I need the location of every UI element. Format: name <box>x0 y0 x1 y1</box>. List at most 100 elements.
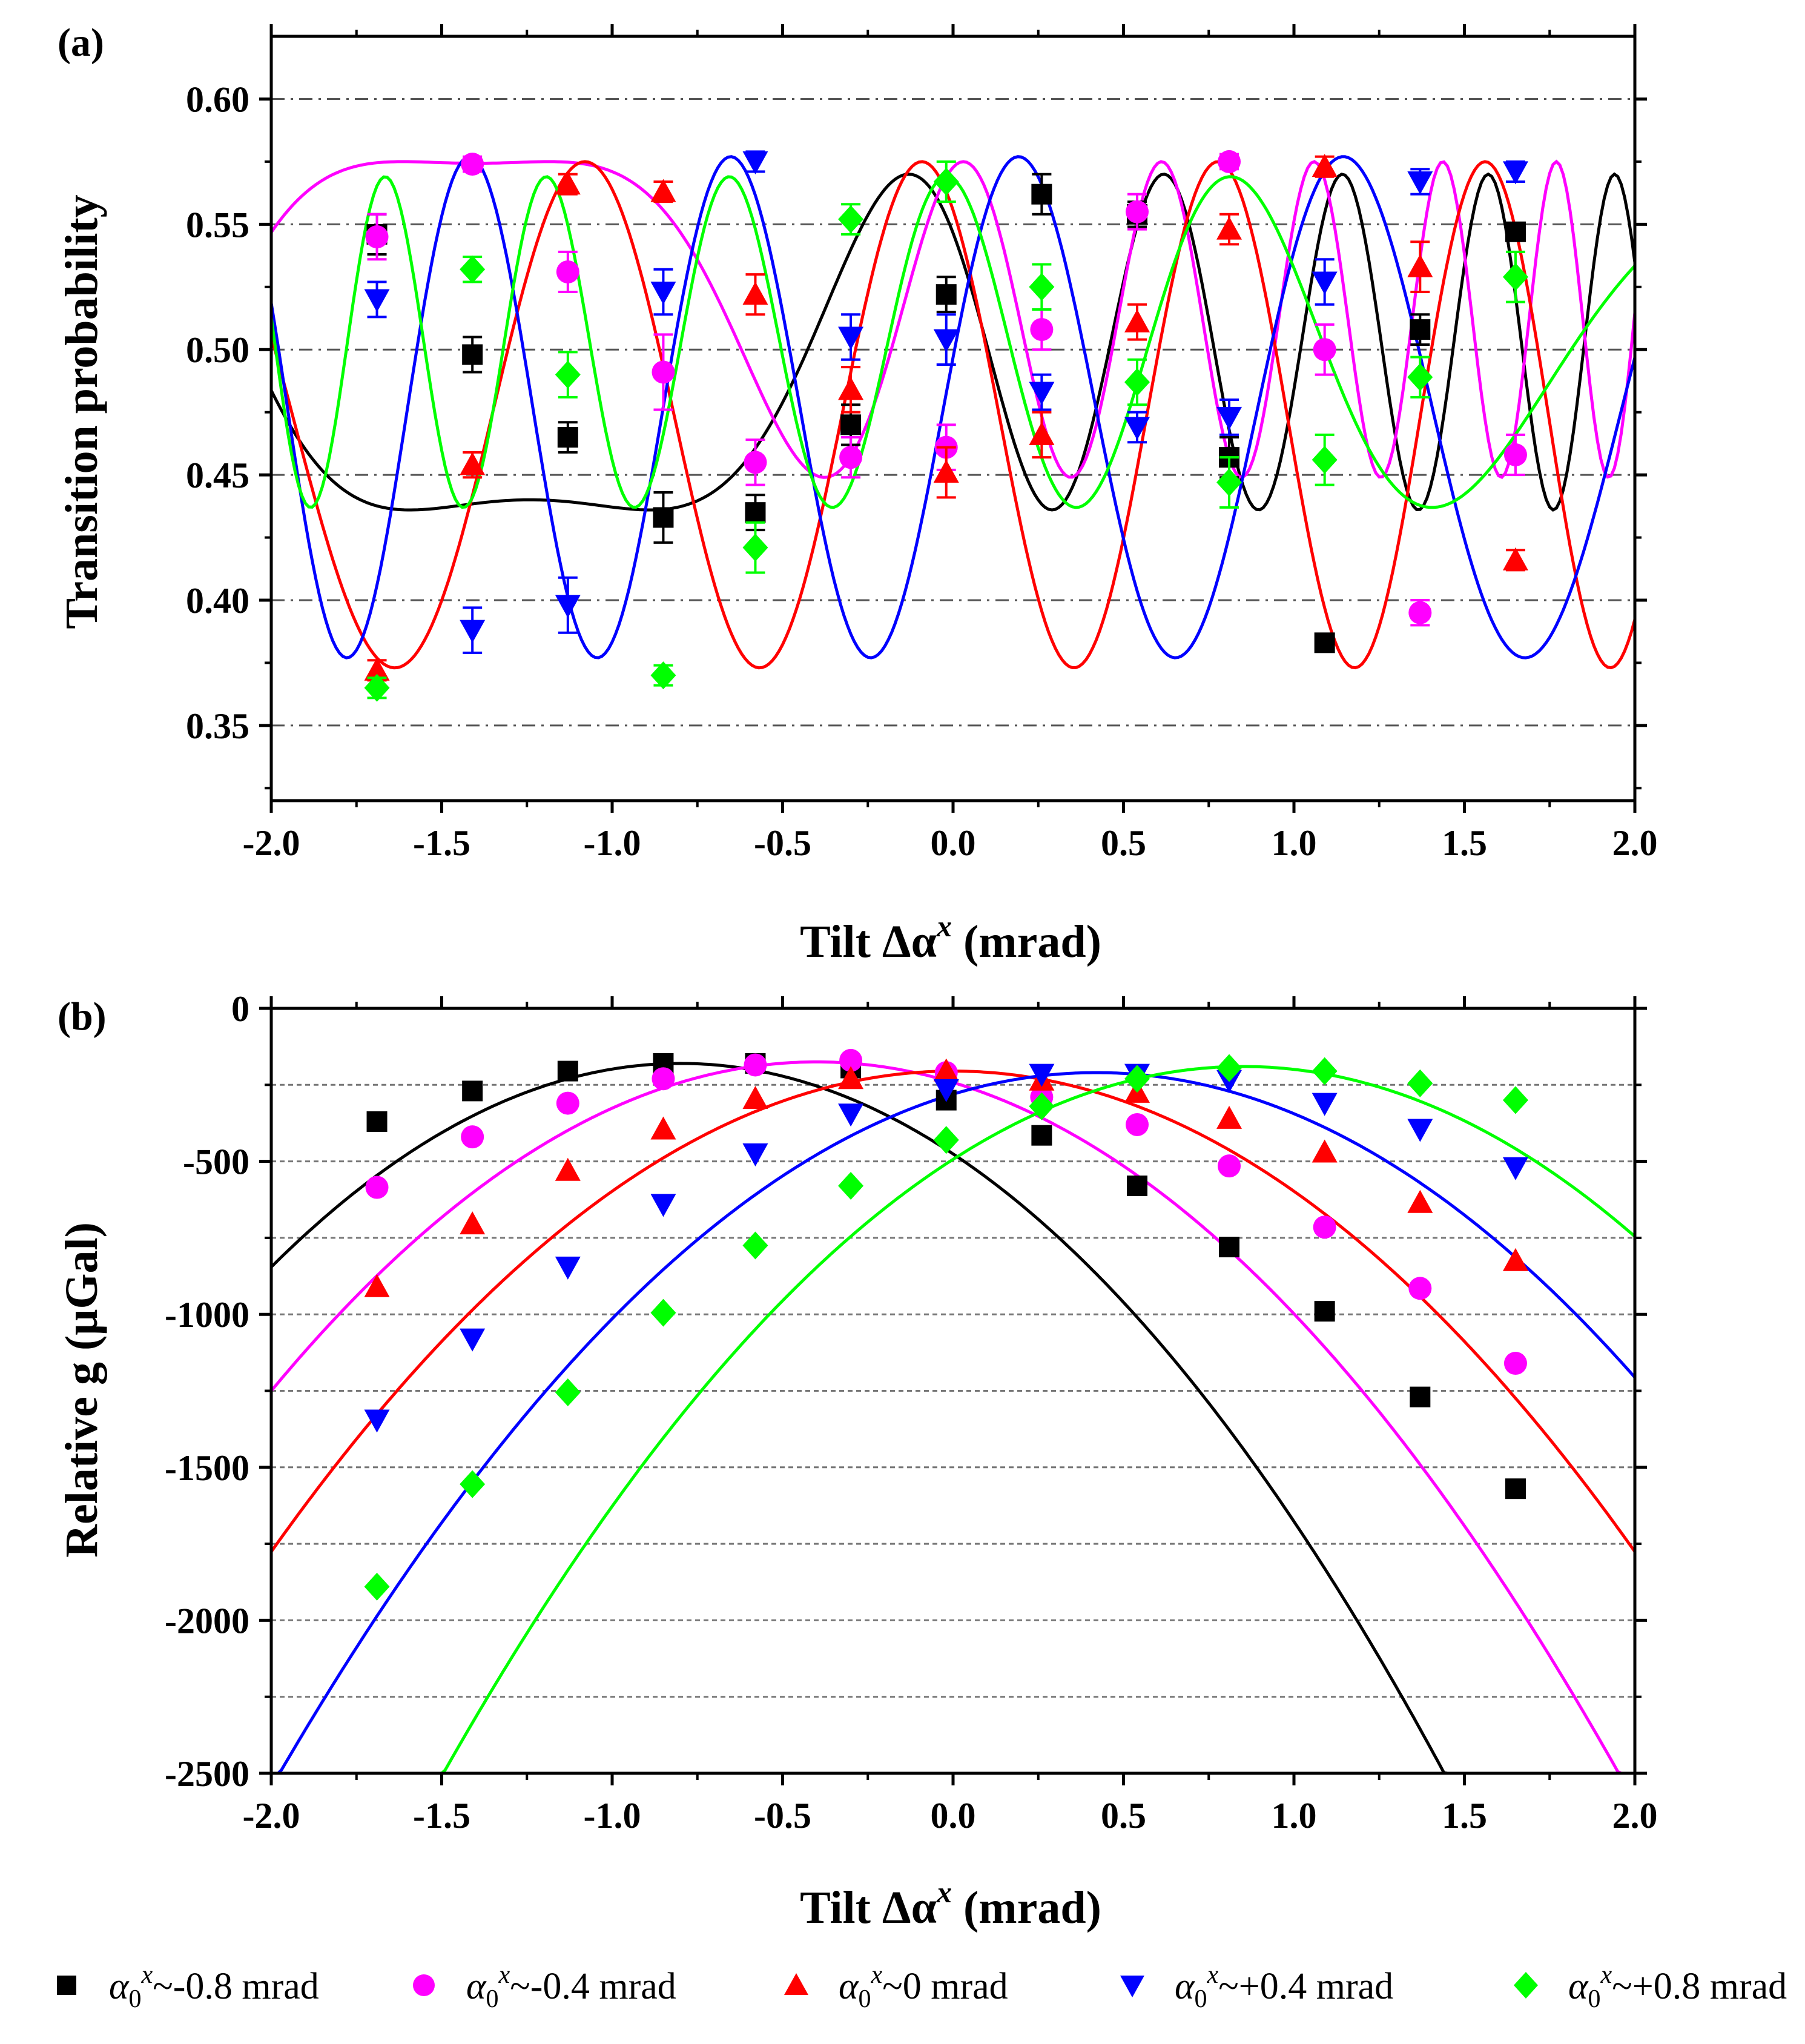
legend-entry-4: α0x~+0.4 mrad <box>1120 1961 1393 2013</box>
panel-a-data-point <box>1216 406 1242 430</box>
panel-a-data-point <box>1124 309 1150 332</box>
panel-a-data-point <box>838 326 864 350</box>
panel-a-x-tick-label: -0.5 <box>754 823 811 863</box>
panel-a-data-point <box>364 673 390 702</box>
legend-entry-3: α0x~0 mrad <box>784 1961 1008 2013</box>
panel-a-x-tick-label: -1.5 <box>413 823 470 863</box>
panel-a-data-point <box>462 344 483 365</box>
legend: α0x~-0.8 mrad α0x~-0.4 mrad α0x~0 mrad α0x~… <box>57 1961 1787 2013</box>
panel-a-x-axis-title-unit: (mrad) <box>952 916 1101 967</box>
panel-a-data-point <box>1407 254 1433 277</box>
panel-a-data-point <box>460 620 486 643</box>
panel-a-data-point <box>838 377 864 400</box>
panel-a-data-point <box>1030 318 1054 342</box>
panel-a-data-point <box>1502 547 1528 571</box>
legend-label-sup: x <box>141 1961 153 1989</box>
legend-label: α0x~+0.4 mrad <box>1175 1961 1393 2013</box>
panel-b-data-point <box>1407 1069 1433 1097</box>
panel-a-data-point <box>460 255 486 283</box>
panel-b-data-point <box>1502 1248 1528 1271</box>
panel-b-data-point <box>555 1378 581 1407</box>
panel-a-data-point <box>1407 171 1433 194</box>
panel-a-data-point <box>1124 417 1150 440</box>
panel-b-x-tick-label: -0.5 <box>754 1796 811 1836</box>
panel-a-fit-curve-4 <box>269 155 1637 660</box>
legend-label: α0x~-0.8 mrad <box>109 1961 319 2013</box>
panel-b-x-tick-label: 0.5 <box>1101 1796 1146 1836</box>
panel-b-x-tick-label: 1.0 <box>1272 1796 1317 1836</box>
legend-label-sup: x <box>1600 1961 1612 1989</box>
panel-b-data-point <box>1312 1139 1338 1163</box>
legend-label-text: ~+0.4 mrad <box>1218 1966 1393 2007</box>
panel-a-data-point <box>1505 221 1526 242</box>
panel-b-gridlines <box>271 1083 1635 1698</box>
legend-label-sub: 0 <box>1195 1985 1207 2013</box>
panel-a-x-tick-label: 1.0 <box>1272 823 1317 863</box>
legend-label-sub: 0 <box>1588 1985 1601 2013</box>
panel-b-data-point <box>1031 1125 1052 1146</box>
legend-label-sup: x <box>1207 1961 1219 1989</box>
panel-b-data-point <box>838 1066 864 1090</box>
panel-b-data-point <box>557 1060 578 1082</box>
panel-b-data-point <box>556 1091 579 1115</box>
panel-b-y-tick-label: -1000 <box>165 1295 249 1335</box>
panel-b-fit-curve-5 <box>271 1065 1636 1775</box>
panel-a-y-tick-label: 0.40 <box>186 581 249 621</box>
panel-a-y-axis-title: Transition probability <box>56 194 107 629</box>
legend-marker <box>1514 1972 1538 1999</box>
legend-entry-5: α0x~+0.8 mrad <box>1514 1961 1787 2013</box>
panel-b-data-point <box>838 1172 864 1200</box>
panel-a-data-point <box>933 459 959 483</box>
panel-a-x-tick-label: 0.0 <box>931 823 976 863</box>
panel-b-x-axis-title-unit: (mrad) <box>952 1882 1101 1933</box>
legend-marker <box>784 1973 808 1995</box>
panel-b-data-point <box>742 1086 768 1110</box>
legend-label-text: ~-0.4 mrad <box>510 1966 676 2007</box>
panel-a-data-points <box>364 150 1528 702</box>
legend-label-sub: 0 <box>859 1985 871 2013</box>
panel-b-data-point <box>1503 1352 1527 1375</box>
legend-label-symbol: α <box>109 1966 130 2007</box>
panel-b-y-tick-label: 0 <box>231 989 249 1029</box>
legend-label-symbol: α <box>1175 1966 1195 2007</box>
panel-a-data-point <box>935 284 957 305</box>
legend-label-sub: 0 <box>486 1985 499 2013</box>
panel-b-x-tick-label: 0.0 <box>931 1796 976 1836</box>
legend-marker <box>57 1976 76 1995</box>
panel-a-data-point <box>1216 216 1242 240</box>
legend-label: α0x~0 mrad <box>839 1961 1008 2013</box>
panel-b-series-4 <box>364 1063 1528 1433</box>
legend-label-text: ~+0.8 mrad <box>1612 1966 1787 2007</box>
panel-b-data-point <box>1216 1105 1242 1129</box>
panel-b-y-tick-label: -2000 <box>165 1601 249 1641</box>
panel-b-data-point <box>1124 1065 1150 1093</box>
panel-a-data-point <box>1407 363 1433 391</box>
panel-a-data-point <box>650 179 676 202</box>
panel-b-data-point <box>1312 1093 1338 1116</box>
panel-a-x-axis-title: Tilt Δαx (mrad) <box>800 909 1101 967</box>
panel-a-data-point <box>460 452 486 475</box>
panel-b-data-point <box>1127 1176 1148 1197</box>
panel-b-data-point <box>1029 1063 1055 1087</box>
panel-a-data-point <box>1126 200 1149 223</box>
panel-a-x-tick-label: -1.0 <box>584 823 641 863</box>
panel-b-x-axis-title: Tilt Δαx (mrad) <box>800 1875 1101 1933</box>
panel-b-data-points <box>364 1048 1528 1601</box>
panel-a-data-point <box>838 205 864 234</box>
panel-a-data-point <box>555 595 581 618</box>
panel-b-data-point <box>462 1080 483 1102</box>
panel-b-y-axis-title: Relative g (μGal) <box>56 1222 107 1558</box>
panel-a-x-tick-label: -2.0 <box>243 823 300 863</box>
panel-b-data-point <box>744 1053 767 1077</box>
legend-entry-2: α0x~-0.4 mrad <box>413 1961 676 2013</box>
panel-a-data-point <box>650 282 676 305</box>
panel-a-y-tick-label: 0.50 <box>186 330 249 370</box>
panel-b-y-tick-label: -1500 <box>165 1448 249 1488</box>
panel-b-data-point <box>555 1157 581 1181</box>
legend-label-symbol: α <box>839 1966 859 2007</box>
panel-a-data-point <box>653 507 674 528</box>
panel-b-data-point <box>933 1126 959 1154</box>
panel-b-data-point <box>1126 1113 1149 1136</box>
